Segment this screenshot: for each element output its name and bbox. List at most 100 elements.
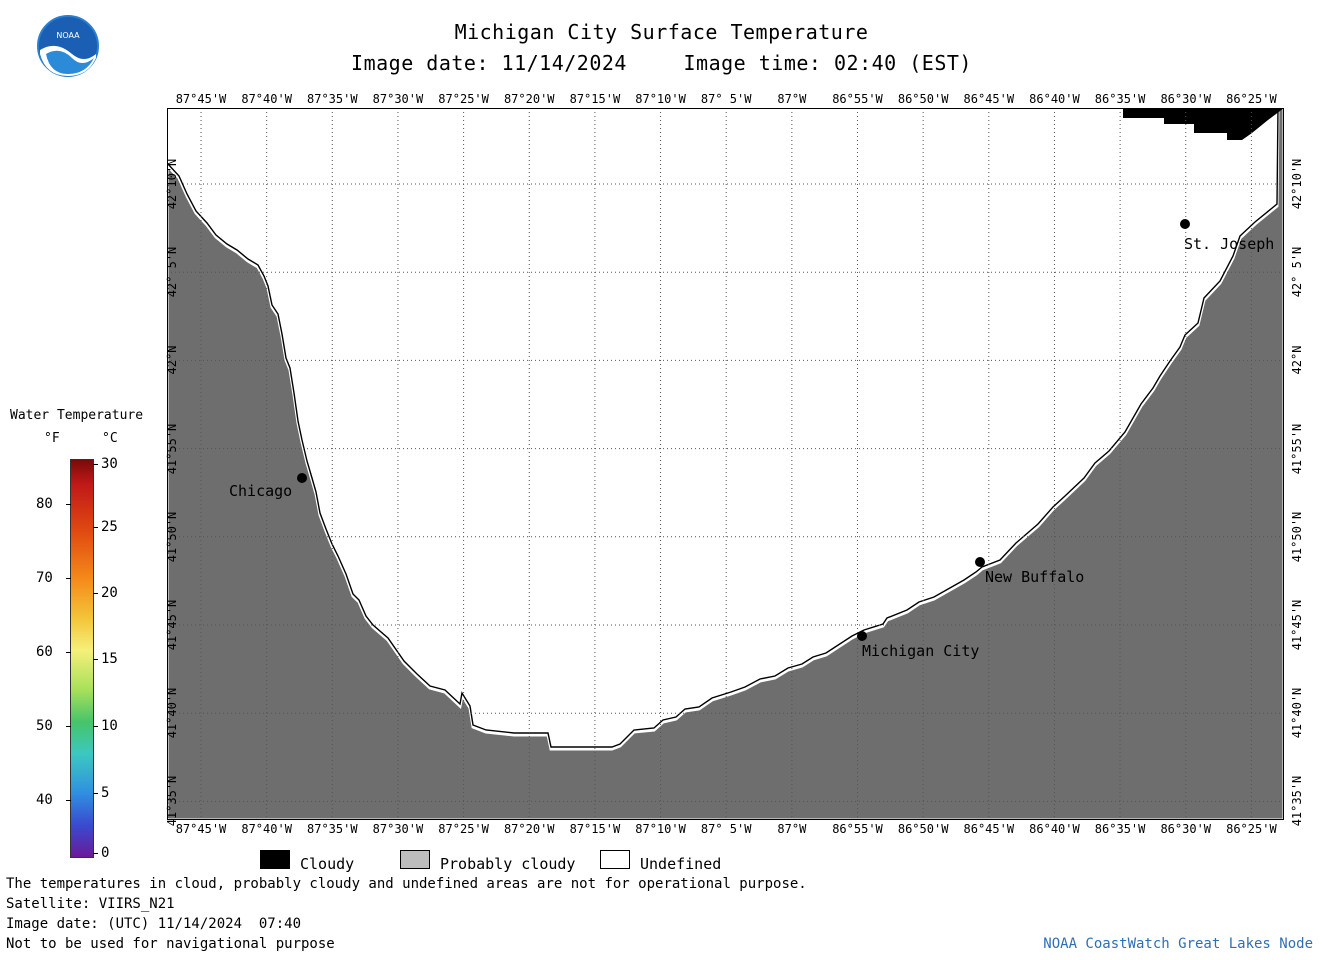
city-markers bbox=[297, 219, 1190, 641]
legend-cloudy-swatch bbox=[260, 850, 290, 869]
colorbar-f-tick-mark bbox=[66, 800, 71, 801]
longitude-tick-label: 86°30'W bbox=[1160, 822, 1212, 836]
longitude-tick-label: 87°35'W bbox=[307, 822, 358, 836]
longitude-tick-label: 87° 5'W bbox=[700, 92, 752, 106]
latitude-tick-label: 41°55'N bbox=[1290, 423, 1304, 474]
footer-disclaimer: The temperatures in cloud, probably clou… bbox=[6, 876, 807, 892]
longitude-tick-label: 87°15'W bbox=[569, 92, 621, 106]
footer-satellite: Satellite: VIIRS_N21 bbox=[6, 896, 175, 912]
longitude-tick-label: 87°45'W bbox=[175, 822, 227, 836]
city-marker bbox=[297, 473, 307, 483]
latitude-tick-label: 42° 5'N bbox=[165, 246, 179, 298]
colorbar-f-tick: 50 bbox=[36, 718, 53, 734]
colorbar-c-tick-mark bbox=[93, 527, 98, 528]
colorbar-f-tick-mark bbox=[66, 504, 71, 505]
longitude-tick-label: 87°10'W bbox=[635, 92, 686, 106]
latitude-tick-label: 41°45'N bbox=[1290, 599, 1304, 651]
latitude-tick-label: 41°45'N bbox=[165, 599, 179, 651]
longitude-tick-label: 87°W bbox=[777, 92, 807, 106]
longitude-tick-label: 87°40'W bbox=[241, 92, 292, 106]
longitude-tick-label: 87°20'W bbox=[503, 822, 555, 836]
longitude-tick-label: 87°20'W bbox=[503, 92, 555, 106]
image-datetime: Image date: 11/14/2024 Image time: 02:40… bbox=[0, 51, 1323, 75]
colorbar-f-tick: 60 bbox=[36, 644, 53, 660]
colorbar-c-tick: 15 bbox=[101, 651, 118, 667]
longitude-tick-label: 87°15'W bbox=[569, 822, 621, 836]
longitude-tick-label: 86°45'W bbox=[963, 822, 1015, 836]
latitude-tick-label: 41°35'N bbox=[165, 776, 179, 827]
longitude-tick-label: 86°35'W bbox=[1094, 822, 1146, 836]
colorbar-c-tick-mark bbox=[93, 793, 98, 794]
legend-probably-cloudy-label: Probably cloudy bbox=[440, 855, 576, 873]
legend-undefined-label: Undefined bbox=[640, 855, 722, 873]
colorbar-f-tick: 70 bbox=[36, 570, 53, 586]
colorbar-c-tick-mark bbox=[93, 853, 98, 854]
city-label: New Buffalo bbox=[985, 568, 1085, 586]
legend-cloudy-label: Cloudy bbox=[300, 855, 355, 873]
longitude-tick-label: 86°50'W bbox=[897, 822, 949, 836]
longitude-tick-label: 86°25'W bbox=[1226, 92, 1277, 106]
legend-probably-cloudy-swatch bbox=[400, 850, 430, 869]
image-time-label: Image time: 02:40 (EST) bbox=[683, 51, 972, 75]
colorbar-c-tick: 30 bbox=[101, 456, 118, 472]
longitude-tick-label: 87° 5'W bbox=[700, 822, 752, 836]
colorbar-title: Water Temperature bbox=[10, 408, 144, 423]
colorbar-c-tick: 10 bbox=[101, 718, 118, 734]
longitude-tick-label: 86°45'W bbox=[963, 92, 1015, 106]
cloudy-area bbox=[1123, 108, 1284, 140]
colorbar-c-tick-mark bbox=[93, 659, 98, 660]
longitude-tick-label: 87°25'W bbox=[438, 822, 489, 836]
longitude-tick-label: 87°W bbox=[777, 822, 807, 836]
city-label: Chicago bbox=[229, 482, 293, 500]
temperature-map bbox=[167, 108, 1284, 820]
latitude-tick-label: 41°40'N bbox=[1290, 687, 1304, 739]
longitude-tick-label: 87°10'W bbox=[635, 822, 686, 836]
footer-utc-date: Image date: (UTC) 11/14/2024 07:40 bbox=[6, 916, 302, 932]
city-label: St. Joseph bbox=[1184, 235, 1275, 253]
city-label: Michigan City bbox=[862, 642, 980, 660]
colorbar-c-tick-mark bbox=[93, 464, 98, 465]
longitude-tick-label: 87°35'W bbox=[307, 92, 358, 106]
city-marker bbox=[857, 631, 867, 641]
colorbar bbox=[70, 459, 94, 858]
colorbar-c-tick-mark bbox=[93, 593, 98, 594]
longitude-tick-label: 87°30'W bbox=[372, 92, 424, 106]
latitude-tick-label: 41°55'N bbox=[165, 423, 179, 474]
latitude-tick-label: 42°N bbox=[165, 345, 179, 375]
footer-credit: NOAA CoastWatch Great Lakes Node bbox=[1043, 936, 1313, 952]
colorbar-c-tick-mark bbox=[93, 726, 98, 727]
latitude-tick-label: 41°50'N bbox=[1290, 511, 1304, 563]
longitude-tick-label: 87°40'W bbox=[241, 822, 292, 836]
image-date-label: Image date: 11/14/2024 bbox=[351, 51, 627, 75]
colorbar-c-tick: 25 bbox=[101, 519, 118, 535]
logo-text: NOAA bbox=[56, 31, 80, 40]
noaa-logo: NOAA bbox=[37, 15, 99, 77]
colorbar-f-tick: 40 bbox=[36, 792, 53, 808]
latitude-tick-label: 42°10'N bbox=[1290, 158, 1304, 210]
colorbar-c-tick: 5 bbox=[101, 785, 110, 801]
longitude-tick-label: 86°30'W bbox=[1160, 92, 1212, 106]
legend-undefined-swatch bbox=[600, 850, 630, 869]
longitude-tick-label: 87°25'W bbox=[438, 92, 489, 106]
colorbar-f-tick-mark bbox=[66, 578, 71, 579]
map-frame bbox=[167, 108, 1284, 820]
colorbar-c-tick: 20 bbox=[101, 585, 118, 601]
longitude-tick-label: 86°55'W bbox=[832, 822, 883, 836]
map-title: Michigan City Surface Temperature bbox=[454, 20, 869, 44]
longitude-tick-label: 87°45'W bbox=[175, 92, 227, 106]
longitude-tick-label: 86°40'W bbox=[1029, 92, 1080, 106]
graticule bbox=[167, 108, 1284, 820]
colorbar-f-tick-mark bbox=[66, 652, 71, 653]
latitude-tick-label: 42°10'N bbox=[165, 158, 179, 210]
longitude-tick-label: 86°50'W bbox=[897, 92, 949, 106]
city-marker bbox=[975, 557, 985, 567]
longitude-tick-label: 86°25'W bbox=[1226, 822, 1277, 836]
footer-navigation-note: Not to be used for navigational purpose bbox=[6, 936, 335, 952]
latitude-tick-label: 42° 5'N bbox=[1290, 246, 1304, 298]
colorbar-unit-f: °F bbox=[44, 431, 60, 446]
latitude-tick-label: 41°40'N bbox=[165, 687, 179, 739]
longitude-tick-label: 86°40'W bbox=[1029, 822, 1080, 836]
latitude-tick-label: 41°35'N bbox=[1290, 776, 1304, 827]
colorbar-f-tick: 80 bbox=[36, 496, 53, 512]
city-marker bbox=[1180, 219, 1190, 229]
